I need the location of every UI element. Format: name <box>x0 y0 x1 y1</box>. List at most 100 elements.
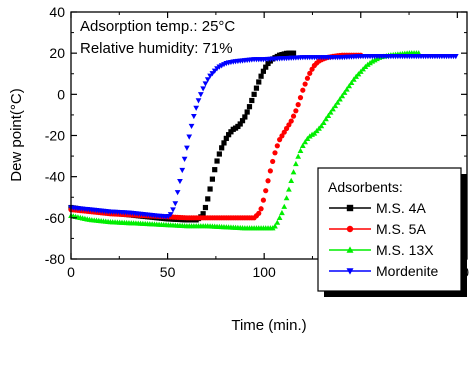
legend: Adsorbents: M.S. 4A M.S. 5A M.S. 13X Morden… <box>317 167 467 297</box>
data-point <box>309 66 315 72</box>
data-point <box>205 196 211 202</box>
data-point <box>293 108 299 114</box>
data-point <box>295 153 302 159</box>
data-point <box>242 114 248 120</box>
data-point <box>288 118 294 124</box>
data-point <box>288 177 295 183</box>
data-point <box>197 92 204 98</box>
data-point <box>211 68 218 74</box>
data-point <box>265 178 271 184</box>
data-point <box>343 86 350 92</box>
data-point <box>350 76 357 82</box>
data-point <box>226 132 232 138</box>
data-point <box>239 118 246 124</box>
data-point <box>286 186 292 192</box>
data-point <box>299 142 306 149</box>
data-point <box>300 87 306 93</box>
data-point <box>188 123 195 130</box>
data-point <box>219 145 225 151</box>
data-point <box>204 77 211 83</box>
data-point <box>302 139 308 145</box>
data-point <box>292 160 299 167</box>
data-point <box>320 119 327 125</box>
x-tick-label: 0 <box>67 264 75 280</box>
legend-marker <box>346 225 354 233</box>
data-point <box>330 106 336 112</box>
data-point <box>334 99 341 105</box>
legend-label: M.S. 4A <box>376 200 426 216</box>
legend-marker <box>346 268 354 275</box>
data-point <box>249 97 255 104</box>
data-point <box>214 158 220 164</box>
data-point <box>237 121 243 127</box>
data-point <box>452 54 459 60</box>
y-tick-label: 0 <box>57 86 65 102</box>
data-point <box>348 79 355 86</box>
data-point <box>325 112 332 118</box>
legend-marker <box>346 246 354 253</box>
y-axis-label: Dew point(°C) <box>8 88 25 182</box>
data-point <box>332 102 339 109</box>
legend-entries: M.S. 4A M.S. 5A M.S. 13X Mordenite <box>329 200 438 279</box>
data-point <box>221 140 227 146</box>
y-tick-label: 40 <box>49 4 65 20</box>
legend-label: M.S. 5A <box>376 221 426 237</box>
data-point <box>209 71 216 77</box>
data-point <box>327 109 334 115</box>
data-point <box>256 210 262 216</box>
data-point <box>251 91 257 97</box>
data-point <box>297 95 304 101</box>
data-point <box>272 223 278 229</box>
y-tick-label: 20 <box>49 45 65 61</box>
data-point <box>290 169 297 175</box>
data-point <box>290 113 297 119</box>
data-point <box>283 125 290 132</box>
data-point <box>283 195 290 201</box>
data-point <box>207 186 213 192</box>
data-point <box>318 123 325 129</box>
data-point <box>223 135 229 141</box>
data-point <box>279 209 285 216</box>
data-point <box>276 214 283 221</box>
data-point <box>258 73 264 79</box>
data-point <box>216 151 222 157</box>
data-point <box>181 156 188 162</box>
data-point <box>281 129 287 135</box>
data-point <box>202 81 209 87</box>
data-point <box>200 211 206 217</box>
data-point <box>281 203 288 209</box>
x-axis-label: Time (min.) <box>231 317 306 334</box>
data-point <box>212 167 218 173</box>
data-point <box>339 92 346 99</box>
data-point <box>177 178 183 185</box>
x-tick-label: 50 <box>160 264 176 280</box>
data-point <box>172 201 179 207</box>
data-point <box>277 137 283 143</box>
data-point <box>307 70 313 76</box>
data-point <box>286 122 292 128</box>
data-point <box>193 105 200 111</box>
series-3 <box>68 54 459 220</box>
data-point <box>274 219 281 225</box>
data-point <box>279 133 285 139</box>
data-point <box>200 86 206 92</box>
data-point <box>179 167 186 174</box>
legend-marker <box>346 204 354 212</box>
data-point <box>170 207 176 213</box>
data-point <box>267 168 273 174</box>
y-tick-label: -80 <box>45 251 65 267</box>
series-0 <box>68 50 297 223</box>
data-point <box>323 116 329 122</box>
data-point <box>253 85 260 91</box>
data-point <box>297 147 304 153</box>
legend-title: Adsorbents: <box>328 179 403 195</box>
x-tick-label: 100 <box>252 264 276 280</box>
y-tick-label: -40 <box>45 169 65 185</box>
legend-label: M.S. 13X <box>376 242 434 258</box>
data-point <box>302 81 308 87</box>
data-point <box>186 134 193 140</box>
data-point <box>244 109 250 115</box>
